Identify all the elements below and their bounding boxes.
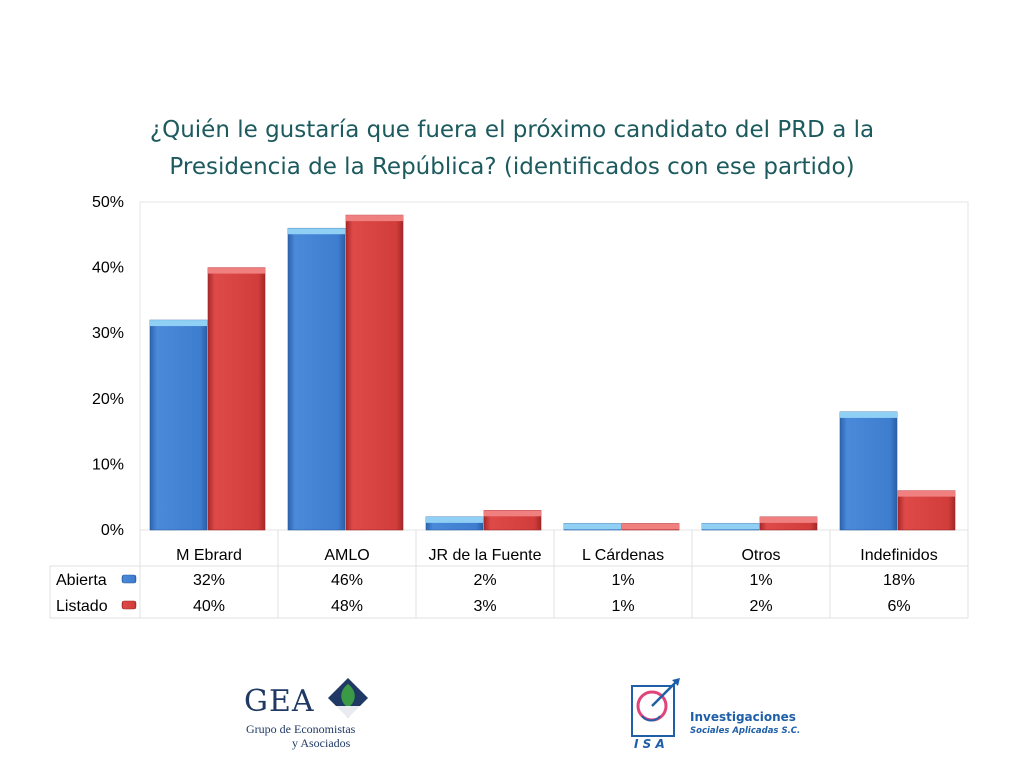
category-label: M Ebrard — [176, 547, 242, 564]
y-tick-label: 20% — [92, 391, 124, 408]
bar-listado — [483, 510, 542, 531]
bar-listado — [207, 267, 266, 531]
table-cell: 1% — [749, 572, 772, 589]
table-cell: 3% — [473, 598, 496, 615]
table-cell: 46% — [331, 572, 363, 589]
table-cell: 1% — [611, 572, 634, 589]
isa-emblem-icon: I S A — [631, 678, 680, 751]
chart-title-line-2: Presidencia de la República? (identifica… — [169, 154, 855, 180]
table-cell: 48% — [331, 598, 363, 615]
table-cell: 2% — [473, 572, 496, 589]
table-cell: 18% — [883, 572, 915, 589]
bar-listado — [345, 214, 404, 531]
y-tick-label: 0% — [101, 522, 124, 539]
bar-abierta — [287, 227, 346, 531]
table-cell: 2% — [749, 598, 772, 615]
isa-logo-subtitle: Sociales Aplicadas S.C. — [690, 726, 801, 736]
table-cell: 1% — [611, 598, 634, 615]
gea-logo-name: GEA — [244, 684, 315, 719]
legend-key-listado — [121, 600, 137, 610]
gea-logo-subtitle-line-2: y Asociados — [292, 736, 351, 750]
y-tick-label: 30% — [92, 325, 124, 342]
bar-abierta — [149, 319, 208, 531]
table-cell: 32% — [193, 572, 225, 589]
category-label: JR de la Fuente — [429, 547, 542, 564]
category-label: L Cárdenas — [582, 547, 664, 564]
chart-title-line-1: ¿Quién le gustaría que fuera el próximo … — [149, 117, 875, 143]
gea-logo-subtitle-line-1: Grupo de Economistas — [246, 722, 356, 736]
gea-leaf-icon — [328, 678, 368, 718]
category-label: AMLO — [324, 547, 369, 564]
table-cell: 40% — [193, 598, 225, 615]
legend-key-abierta — [121, 574, 137, 584]
y-tick-label: 40% — [92, 260, 124, 277]
bar-abierta — [839, 411, 898, 531]
bar-listado — [897, 490, 956, 531]
isa-emblem-text: I S A — [634, 737, 665, 751]
bar-abierta — [701, 523, 760, 531]
bar-listado — [621, 523, 680, 531]
category-label: Otros — [741, 547, 780, 564]
isa-logo: I S A Investigaciones Sociales Aplicadas… — [628, 676, 808, 752]
gea-logo: GEA Grupo de Economistas y Asociados — [244, 674, 374, 754]
bar-abierta — [563, 523, 622, 531]
series-label-listado: Listado — [56, 598, 108, 615]
gea-logo-subtitle: Grupo de Economistas y Asociados — [246, 722, 376, 750]
isa-logo-name: Investigaciones — [690, 710, 796, 724]
category-label: Indefinidos — [860, 547, 937, 564]
series-label-abierta: Abierta — [56, 572, 107, 589]
bar-listado — [759, 516, 818, 531]
bar-abierta — [425, 516, 484, 531]
y-tick-label: 10% — [92, 456, 124, 473]
chart-title: ¿Quién le gustaría que fuera el próximo … — [60, 112, 964, 186]
y-tick-label: 50% — [92, 194, 124, 211]
table-cell: 6% — [887, 598, 910, 615]
